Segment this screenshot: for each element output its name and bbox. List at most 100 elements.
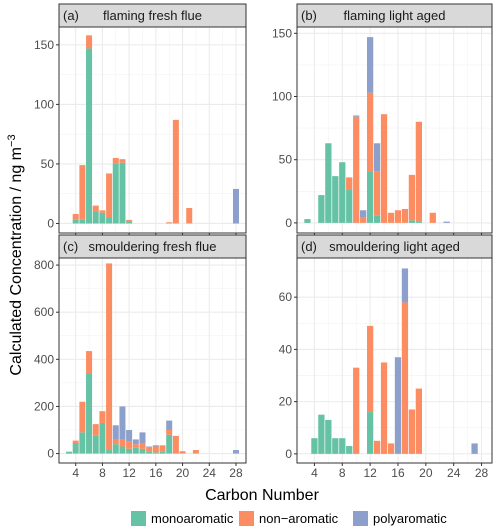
y-axis-title-superscript: −3 (6, 134, 18, 147)
x-tick-label: 16 (391, 466, 405, 480)
bar-segment-nonaromatic-c19 (415, 121, 423, 222)
bar-segment-nonaromatic-c13 (373, 171, 381, 216)
bar-segment-monoaromatic-c13 (132, 447, 139, 454)
bar-segment-nonaromatic-c7 (92, 205, 99, 212)
bar-segment-polyaromatic-c10 (112, 425, 119, 440)
bar-segment-nonaromatic-c16 (152, 446, 159, 453)
bar-segment-monoaromatic-c4 (72, 442, 79, 454)
bar-segment-nonaromatic-c14 (139, 442, 146, 449)
legend-swatch (131, 511, 146, 526)
bar-segment-polyaromatic-c11 (360, 210, 367, 218)
y-tick-label: 0 (47, 216, 54, 230)
bar-segment-monoaromatic-c5 (79, 432, 86, 454)
x-tick-label: 20 (176, 466, 190, 480)
bar-segment-nonaromatic-c18 (166, 222, 173, 224)
panel-1: (a)flaming fresh flue0501001504812162024… (34, 3, 247, 250)
bars (311, 268, 478, 454)
bar-segment-monoaromatic-c10 (112, 163, 119, 224)
bar-segment-nonaromatic-c18 (408, 174, 416, 221)
bar-segment-monoaromatic-c11 (119, 446, 126, 454)
x-tick-label: 12 (363, 466, 377, 480)
bar-segment-polyaromatic-c14 (139, 432, 146, 443)
x-tick-label: 24 (447, 466, 461, 480)
bar-segment-nonaromatic-c22 (192, 450, 199, 454)
panel-tag: (c) (63, 239, 78, 254)
bars (72, 35, 239, 224)
bar-segment-nonaromatic-c13 (132, 444, 139, 448)
x-tick-label: 12 (122, 466, 136, 480)
bar-segment-nonaromatic-c8 (99, 210, 106, 213)
bar-segment-polyaromatic-c18 (166, 420, 173, 431)
bar-segment-nonaromatic-c18 (408, 409, 416, 454)
bar-segment-monoaromatic-c3 (66, 451, 73, 454)
bar-segment-nonaromatic-c17 (159, 445, 166, 452)
bar-segment-polyaromatic-c27 (471, 443, 478, 454)
bar-segment-polyaromatic-c11 (119, 406, 126, 440)
panel-title: flaming fresh flue (103, 8, 202, 23)
y-tick-label: 50 (279, 153, 293, 167)
bar-segment-monoaromatic-c5 (79, 219, 86, 224)
y-axis-title: Calculated Concentration / ng m−3 (6, 134, 25, 375)
x-axis-title: Carbon Number (205, 487, 320, 504)
legend-swatch (353, 511, 368, 526)
bar-segment-nonaromatic-c8 (99, 411, 106, 423)
legend-item-polyaromatic: polyaromatic (353, 511, 447, 526)
bar-segment-nonaromatic-c12 (126, 441, 133, 449)
bar-segment-monoaromatic-c18 (166, 434, 173, 454)
bar-segment-monoaromatic-c6 (325, 143, 332, 223)
y-tick-label: 100 (272, 90, 292, 104)
panels-layer: (a) flaming fresh flue 0 50 100 150 4 8 12 16 20 24… (34, 3, 493, 480)
bar-segment-polyaromatic-c15 (146, 446, 153, 448)
x-tick-label: 8 (339, 466, 346, 480)
legend-swatch (239, 511, 254, 526)
bar-segment-nonaromatic-c5 (79, 401, 86, 433)
bar-segment-polyaromatic-c16 (394, 357, 402, 454)
legend-label: polyaromatic (373, 511, 447, 526)
bar-segment-polyaromatic-c28 (232, 188, 239, 224)
y-axis-title-text: Calculated Concentration / ng m (8, 147, 25, 376)
legend-label: monoaromatic (151, 511, 234, 526)
y-ticks: 0 50 100 150 (272, 26, 297, 230)
panel-border (296, 26, 493, 234)
bar-segment-monoaromatic-c6 (325, 419, 332, 454)
y-tick-label: 800 (34, 258, 54, 272)
panel-title: smouldering fresh flue (89, 239, 217, 254)
bar-segment-polyaromatic-c28 (232, 450, 239, 454)
x-tick-label: 28 (229, 466, 243, 480)
bar-segment-monoaromatic-c7 (332, 176, 339, 223)
bar-segment-nonaromatic-c13 (373, 440, 381, 454)
y-ticks: 0 50 100 150 (34, 38, 59, 230)
y-tick-label: 150 (272, 26, 292, 40)
y-tick-label: 0 (285, 216, 292, 230)
bar-segment-monoaromatic-c17 (159, 451, 166, 454)
legend-item-nonaromatic: non−aromatic (239, 511, 339, 526)
bar-segment-nonaromatic-c18 (166, 430, 173, 435)
bar-segment-nonaromatic-c15 (146, 447, 153, 452)
bar-segment-monoaromatic-c8 (99, 212, 106, 224)
bar-segment-monoaromatic-c6 (86, 373, 93, 454)
bar-segment-nonaromatic-c10 (112, 439, 119, 445)
y-tick-label: 0 (47, 447, 54, 461)
y-tick-label: 0 (285, 447, 292, 461)
panel-border (296, 257, 493, 464)
y-tick-label: 600 (34, 305, 54, 319)
bar-segment-nonaromatic-c7 (92, 424, 99, 436)
panel-4: (d) smouldering light aged 0 20 40 60 4 8 12 16 20… (279, 234, 493, 480)
bar-segment-nonaromatic-c10 (353, 116, 360, 223)
bar-segment-monoaromatic-c8 (339, 162, 346, 223)
bar-segment-monoaromatic-c18 (408, 220, 416, 223)
bar-segment-monoaromatic-c7 (92, 211, 99, 224)
bar-segment-monoaromatic-c19 (415, 221, 423, 223)
bar-segment-nonaromatic-c21 (186, 207, 193, 224)
bar-segment-polyaromatic-c12 (366, 37, 374, 93)
x-tick-label: 4 (311, 466, 318, 480)
bar-segment-monoaromatic-c9 (106, 450, 113, 454)
panel-tag: (a) (63, 8, 79, 23)
bar-segment-monoaromatic-c8 (99, 422, 106, 454)
bar-segment-monoaromatic-c4 (311, 438, 318, 454)
bar-segment-nonaromatic-c6 (86, 35, 93, 49)
bar-segment-nonaromatic-c12 (126, 219, 133, 222)
major-gridlines (297, 27, 492, 233)
bar-segment-nonaromatic-c17 (401, 208, 409, 223)
